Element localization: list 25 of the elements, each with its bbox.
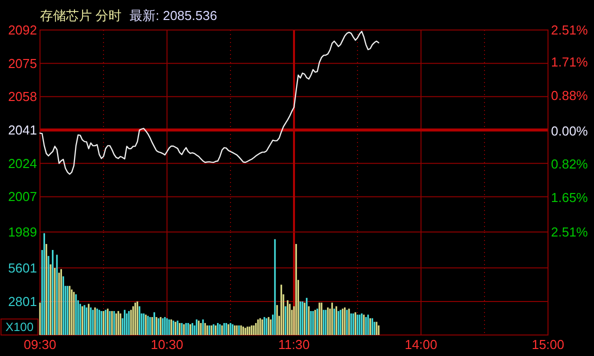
- y2-tick-label: 1.65%: [551, 190, 588, 205]
- chart-title: 存储芯片 分时: [40, 8, 122, 23]
- y2-tick-label: 2.51%: [551, 224, 588, 240]
- y2-tick-label: 0.88%: [551, 88, 588, 104]
- y-tick-label: 2024: [8, 156, 37, 171]
- y-tick-label: 2801: [8, 294, 37, 310]
- x-tick-label: 14:00: [404, 337, 438, 352]
- y-tick-label: 1989: [8, 224, 37, 240]
- y-tick-label: 2075: [8, 56, 37, 71]
- y2-tick-label: 0.00%: [551, 124, 588, 139]
- y-tick-label: 2007: [8, 189, 37, 204]
- line-series: [39, 30, 380, 175]
- y-tick-label: 2058: [8, 89, 37, 104]
- chart-subtitle: 最新: 2085.536: [130, 8, 218, 23]
- y2-tick-label: 2.51%: [551, 22, 588, 38]
- y2-tick-label: 1.71%: [551, 54, 588, 70]
- y-tick-label: 5601: [8, 260, 37, 276]
- y-axis-title: X100: [5, 320, 34, 334]
- y-tick-label: 2041: [8, 122, 37, 138]
- x-tick-label: 15:00: [532, 337, 564, 352]
- x-tick-label: 09:30: [24, 337, 56, 352]
- y-tick-label: 2092: [8, 22, 37, 38]
- y2-tick-label: 0.82%: [551, 156, 588, 172]
- x-tick-label: 11:30: [278, 337, 310, 352]
- x-tick-label: 10:30: [150, 337, 184, 352]
